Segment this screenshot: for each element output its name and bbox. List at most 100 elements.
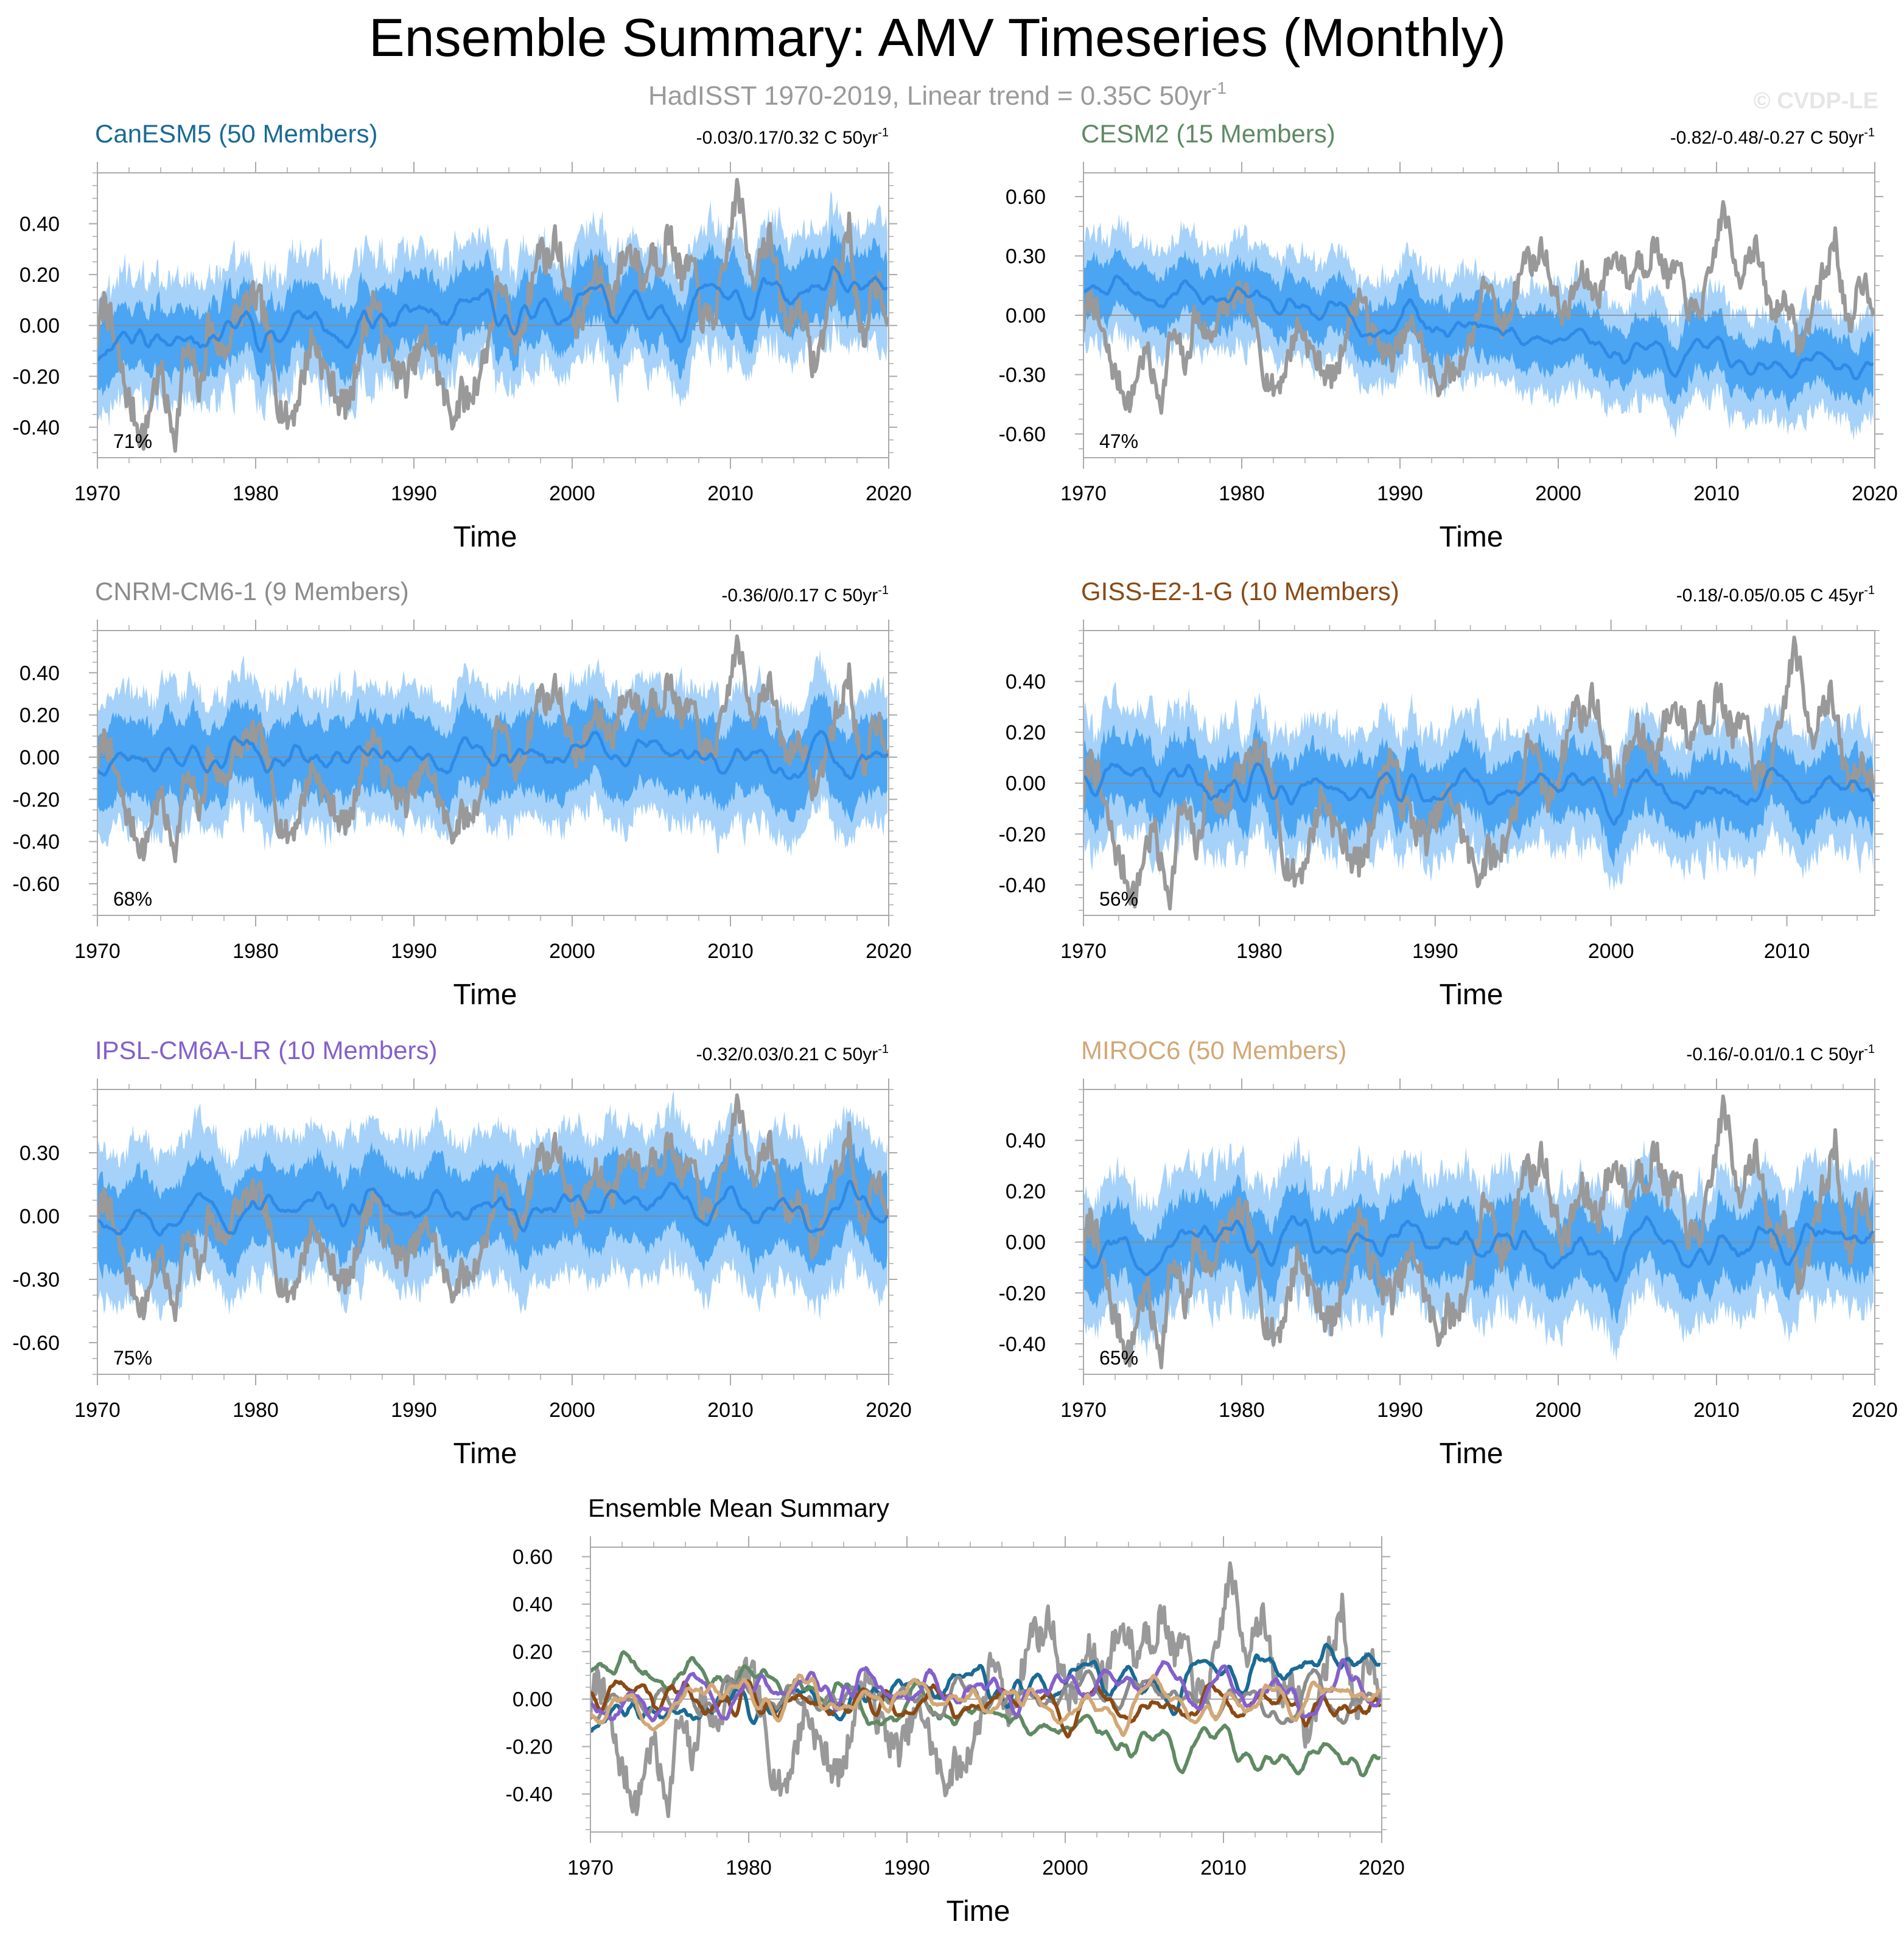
watermark: © CVDP-LE [1754, 88, 1878, 114]
y-tick-label: -0.60 [13, 1332, 60, 1355]
percent-label: 75% [113, 1347, 152, 1369]
x-tick-label: 2020 [866, 482, 912, 505]
plot-area [97, 178, 889, 453]
trend-range-superscript: -1 [1864, 1043, 1875, 1056]
observations-line [97, 1093, 889, 1323]
y-tick-label: -0.40 [999, 874, 1046, 897]
ensemble-mean-line [97, 729, 889, 780]
panel-title: Ensemble Mean Summary [588, 1494, 889, 1522]
observations-line [1083, 200, 1875, 415]
x-tick-label: 2000 [1042, 1856, 1088, 1879]
plot-frame [97, 172, 889, 458]
trend-range: -0.32/0.03/0.21 C 50yr-1 [696, 1043, 889, 1065]
plot-frame [1083, 1089, 1875, 1375]
plot-area [590, 1561, 1382, 1819]
plot-area [97, 1089, 889, 1323]
x-tick-label: 1980 [233, 1399, 279, 1422]
trend-range-superscript: -1 [1864, 584, 1875, 597]
x-tick-label: 1970 [74, 482, 121, 505]
panel-title: MIROC6 (50 Members) [1081, 1036, 1346, 1065]
y-tick-label: -0.40 [999, 1333, 1046, 1356]
x-tick-label: 2010 [707, 482, 754, 505]
y-tick-label: 0.00 [1006, 304, 1046, 327]
y-tick-label: 0.40 [1006, 1130, 1046, 1153]
x-tick-label: 1990 [391, 940, 437, 963]
x-axis-label: Time [453, 521, 517, 553]
x-tick-label: 2010 [1200, 1856, 1247, 1879]
x-tick-label: 1990 [1377, 1399, 1423, 1422]
panel-cnrm: -0.60 -0.40 -0.20 0.00 0.20 0.40 1970 1980 1990 2… [13, 577, 912, 1011]
x-tick-label: 1980 [726, 1856, 772, 1879]
ensemble-spread-inner [1083, 1173, 1874, 1324]
observations-line [97, 178, 889, 453]
y-tick-label: -0.40 [13, 416, 60, 439]
trend-range-superscript: -1 [878, 1043, 889, 1056]
figure-subtitle: HadISST 1970-2019, Linear trend = 0.35C … [648, 79, 1227, 111]
y-tick-label: -0.40 [506, 1783, 553, 1806]
x-axis-label: Time [1440, 979, 1503, 1011]
y-tick-label: 0.20 [1006, 1180, 1046, 1203]
percent-label: 68% [113, 888, 152, 910]
y-tick-label: -0.20 [999, 1282, 1046, 1305]
y-tick-label: 0.40 [513, 1593, 553, 1617]
x-tick-label: 1990 [884, 1856, 930, 1879]
observations-line [1083, 1094, 1875, 1369]
trend-range: -0.03/0.17/0.32 C 50yr-1 [696, 126, 889, 148]
y-tick-label: 0.30 [1006, 245, 1046, 268]
x-axis-label: Time [947, 1895, 1010, 1928]
trend-range-text: -0.82/-0.48/-0.27 C 50yr [1670, 128, 1864, 148]
x-tick-label: 1980 [233, 940, 279, 963]
x-tick-label: 1970 [567, 1856, 614, 1879]
ensemble-mean-line [97, 265, 888, 362]
figure-subtitle-superscript: -1 [1211, 79, 1227, 97]
x-tick-label: 2020 [866, 940, 912, 963]
x-tick-label: 2010 [1764, 940, 1810, 963]
y-tick-label: 0.30 [19, 1142, 60, 1165]
trend-range-superscript: -1 [878, 584, 889, 597]
y-tick-label: -0.20 [999, 823, 1046, 846]
panel-title: CanESM5 (50 Members) [95, 119, 377, 148]
plot-frame [97, 630, 889, 916]
ensemble-mean-line-ipsl-cm6a-lr [590, 1658, 1382, 1722]
x-tick-label: 1970 [1060, 1399, 1107, 1422]
x-tick-label: 1980 [1219, 1399, 1265, 1422]
x-tick-label: 2020 [866, 1399, 912, 1422]
x-axis-label: Time [1440, 1438, 1503, 1470]
ensemble-mean-line [1083, 1215, 1875, 1282]
y-tick-label: 0.00 [513, 1688, 553, 1711]
ensemble-mean-line [1083, 274, 1874, 381]
x-tick-label: 1980 [233, 482, 279, 505]
x-tick-label: 2000 [1588, 940, 1634, 963]
percent-label: 47% [1099, 430, 1138, 452]
trend-range-text: -0.18/-0.05/0.05 C 45yr [1676, 586, 1864, 606]
x-tick-label: 2010 [1693, 482, 1740, 505]
y-tick-label: 0.20 [513, 1641, 553, 1664]
x-axis-label: Time [1440, 521, 1503, 553]
panel-miroc6: -0.40 -0.20 0.00 0.20 0.40 1970 1980 1990 2000 20… [999, 1036, 1898, 1470]
x-tick-label: 1990 [1377, 482, 1423, 505]
trend-range-text: -0.16/-0.01/0.1 C 50yr [1686, 1044, 1864, 1065]
y-tick-label: 0.00 [1006, 1231, 1046, 1254]
plot-area [97, 634, 889, 864]
x-tick-label: 2010 [1693, 1399, 1740, 1422]
y-tick-label: -0.30 [13, 1268, 60, 1292]
trend-range: -0.82/-0.48/-0.27 C 50yr-1 [1670, 126, 1875, 148]
panel-title: CESM2 (15 Members) [1081, 119, 1335, 148]
ensemble-mean-line [97, 1180, 889, 1237]
trend-range-text: -0.36/0/0.17 C 50yr [721, 586, 878, 606]
panels-group: -0.40 -0.20 0.00 0.20 0.40 1970 1980 1990 2000 20… [13, 119, 1898, 1928]
y-tick-label: -0.40 [13, 831, 60, 854]
panel-canesm5: -0.40 -0.20 0.00 0.20 0.40 1970 1980 1990 2000 20… [13, 119, 912, 553]
plot-frame [1083, 630, 1875, 916]
trend-range-superscript: -1 [1864, 126, 1875, 139]
x-tick-label: 1970 [74, 940, 121, 963]
x-tick-label: 2020 [1852, 1399, 1898, 1422]
y-tick-label: 0.00 [19, 1205, 60, 1228]
plot-area [1083, 635, 1875, 911]
panel-title: GISS-E2-1-G (10 Members) [1081, 577, 1399, 606]
x-axis-label: Time [453, 1438, 517, 1470]
y-tick-label: 0.40 [1006, 671, 1046, 694]
ensemble-spread-inner [1083, 246, 1874, 413]
percent-label: 65% [1099, 1347, 1138, 1369]
x-tick-label: 1980 [1219, 482, 1265, 505]
